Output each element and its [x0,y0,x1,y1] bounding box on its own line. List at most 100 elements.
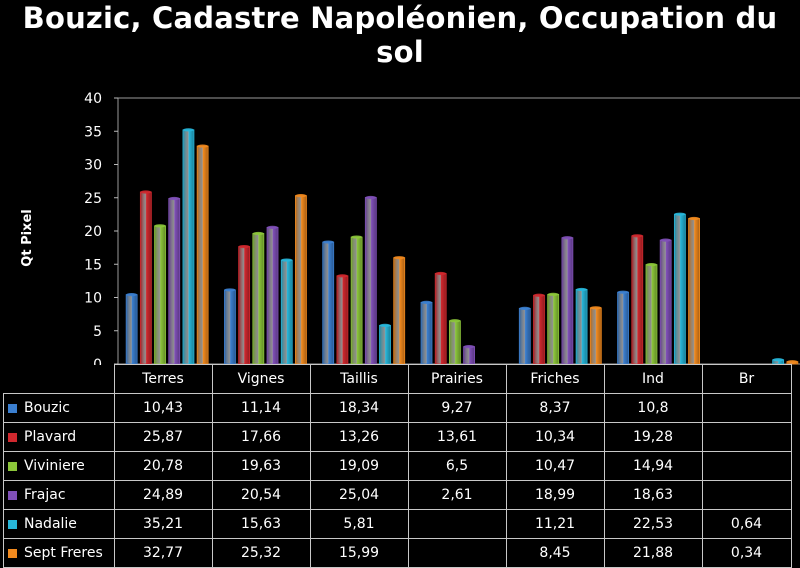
bar-frajac-terres [168,198,181,365]
y-tick-label: 15 [84,257,102,273]
bar-sept-freres-terres [196,145,209,365]
y-tick-label: 10 [84,291,102,307]
bar-frajac-taillis [364,197,377,365]
chart-title-line-2: sol [376,35,424,69]
bar-frajac-friches [561,237,574,365]
x-category-label: Taillis [309,364,409,394]
x-category-label: Ind [603,364,703,394]
data-value-cell: 13,61 [407,422,507,452]
data-table: Terres Vignes Taillis Prairies Friches Ind Br B… [3,364,792,568]
data-value-cell [701,480,792,510]
data-value-cell: 5,81 [309,509,409,539]
data-value-cell: 18,63 [603,480,703,510]
data-value-cell: 19,63 [211,451,311,481]
data-value-cell: 8,45 [505,538,605,568]
bar-top [645,263,657,267]
data-value-cell [701,393,792,423]
bar-plavard-ind [631,235,644,365]
legend-entry: Bouzic [3,393,115,423]
data-value-cell: 11,14 [211,393,311,423]
x-category-label: Prairies [407,364,507,394]
bar-top [267,225,279,230]
data-value-cell: 35,21 [113,509,213,539]
bar-sept-freres-friches [589,307,602,365]
bar-top [393,256,405,260]
bar-top [238,244,250,249]
table-row: Bouzic 10,43 11,14 18,34 9,27 8,37 10,8 [3,393,792,423]
data-value-cell: 11,21 [505,509,605,539]
y-tick-label: 40 [84,91,102,107]
bar-nadalie-ind [673,213,686,365]
data-value-cell: 0,34 [701,538,792,568]
bar-sept-freres-taillis [393,257,406,365]
legend-entry: Nadalie [3,509,115,539]
bar-top [576,287,588,292]
bar-top [281,258,293,262]
bar-top [688,216,700,221]
legend-swatch [8,433,17,442]
bar-top [463,345,475,349]
bar-bouzic-ind [617,291,629,365]
bar-plavard-friches [533,294,545,365]
data-value-cell: 18,99 [505,480,605,510]
data-value-cell: 22,53 [603,509,703,539]
bar-top [336,274,348,278]
bar-top [322,240,334,244]
legend-label: Plavard [24,429,77,445]
y-tick-label: 25 [84,191,102,207]
data-value-cell: 25,32 [211,538,311,568]
data-value-cell: 6,5 [407,451,507,481]
table-corner [3,364,115,394]
bar-frajac-prairies [463,346,476,365]
legend-label: Viviniere [24,458,85,474]
y-tick-label: 35 [84,124,102,140]
bar-top [533,293,545,297]
data-value-cell: 10,43 [113,393,213,423]
legend-entry: Plavard [3,422,115,452]
legend-label: Nadalie [24,516,77,532]
data-value-cell: 24,89 [113,480,213,510]
bar-nadalie-vignes [280,259,293,365]
bar-frajac-vignes [266,227,279,365]
bar-nadalie-friches [575,289,588,365]
legend-swatch [8,491,17,500]
bar-top [421,300,432,304]
bar-top [547,292,559,296]
legend-swatch [8,404,17,413]
bar-top [126,293,138,297]
data-value-cell [701,422,792,452]
bar-plavard-terres [139,191,152,365]
data-value-cell: 17,66 [211,422,311,452]
legend-swatch [8,520,17,529]
table-row: Sept Freres 32,77 25,32 15,99 8,45 21,88 0,34 [3,538,792,568]
legend-entry: Viviniere [3,451,115,481]
bar-top [351,235,363,239]
bar-top [252,231,264,236]
bar-viviniere-friches [547,293,560,365]
bar-frajac-ind [659,239,672,365]
bar-bouzic-friches [518,307,531,365]
data-value-cell: 21,88 [603,538,703,568]
data-value-cell: 10,34 [505,422,605,452]
bar-top [379,323,391,327]
data-value-cell: 9,27 [407,393,507,423]
bar-top [660,238,672,242]
legend-label: Bouzic [24,400,70,416]
data-value-cell: 32,77 [113,538,213,568]
x-category-label: Terres [113,364,213,394]
bar-top [140,190,152,194]
legend-label: Frajac [24,487,66,503]
bar-plavard-prairies [434,273,447,365]
y-tick-label: 30 [84,158,102,174]
data-value-cell [407,538,507,568]
data-value-cell: 10,47 [505,451,605,481]
data-value-cell [701,451,792,481]
data-value-cell: 19,28 [603,422,703,452]
data-value-cell: 0,64 [701,509,792,539]
table-row: Nadalie 35,21 15,63 5,81 11,21 22,53 0,64 [3,509,792,539]
data-value-cell: 15,63 [211,509,311,539]
data-value-cell: 13,26 [309,422,409,452]
bar-bouzic-vignes [224,289,236,365]
bar-top [674,212,686,216]
